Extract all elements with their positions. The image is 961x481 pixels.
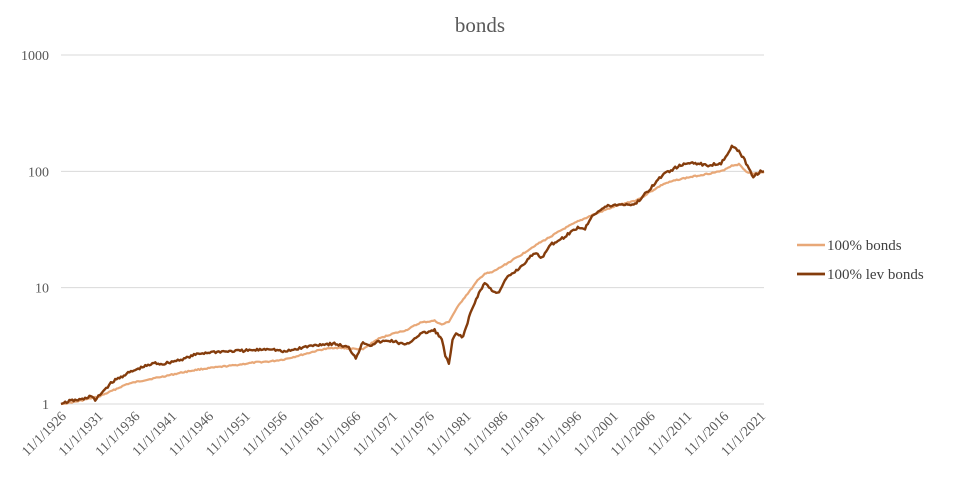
y-tick-label: 10 (35, 282, 49, 297)
legend-label-0: 100% bonds (827, 238, 902, 254)
grid-layer (61, 54, 764, 405)
y-tick-label: 1000 (21, 49, 49, 64)
legend-label-1: 100% lev bonds (827, 267, 924, 283)
x-axis-ticks: 11/1/192611/1/193111/1/193611/1/194111/1… (19, 409, 769, 459)
chart-title: bonds (455, 13, 505, 37)
y-tick-label: 1 (42, 398, 49, 413)
y-axis-ticks: 1 10 100 1000 (21, 49, 49, 413)
legend: 100% bonds 100% lev bonds (797, 238, 924, 283)
y-tick-label: 100 (28, 165, 49, 180)
series-line-1 (60, 144, 765, 406)
series-layer (60, 144, 765, 406)
series-line-0 (60, 162, 765, 406)
